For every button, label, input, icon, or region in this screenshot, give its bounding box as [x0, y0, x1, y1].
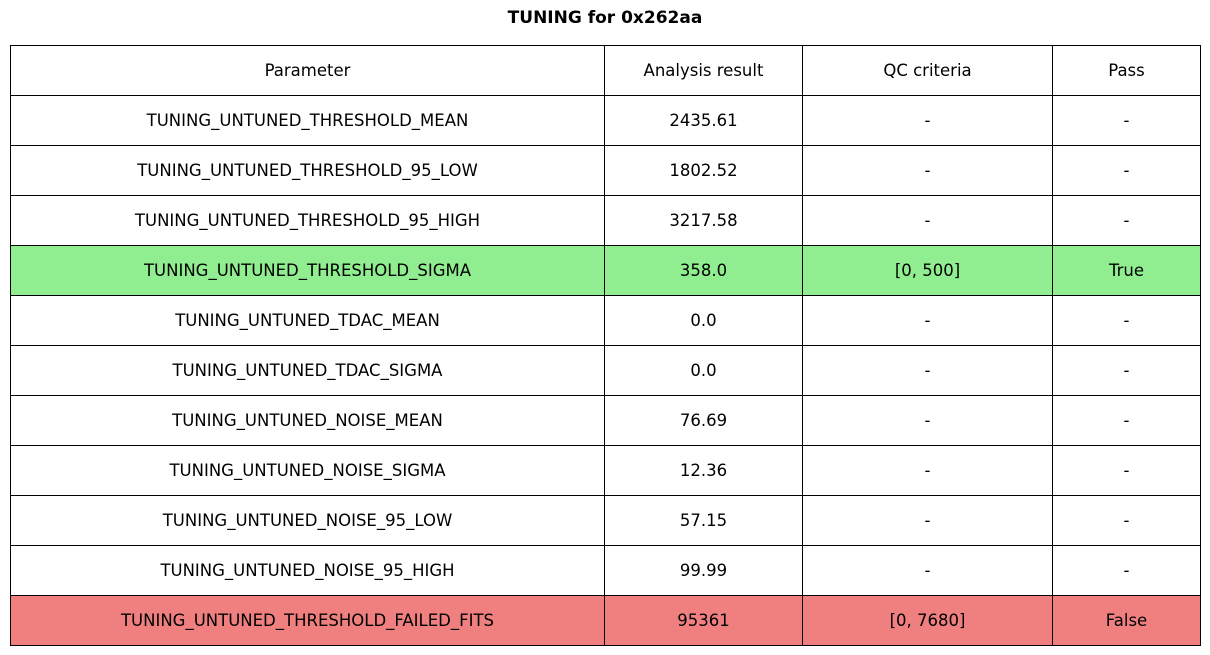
header-row: Parameter Analysis result QC criteria Pass	[10, 45, 1201, 96]
cell-parameter: TUNING_UNTUNED_TDAC_SIGMA	[10, 345, 605, 396]
page-title: TUNING for 0x262aa	[507, 8, 703, 28]
cell-qc-criteria: -	[802, 545, 1053, 596]
cell-parameter: TUNING_UNTUNED_NOISE_95_LOW	[10, 495, 605, 546]
cell-parameter: TUNING_UNTUNED_NOISE_95_HIGH	[10, 545, 605, 596]
cell-pass: -	[1052, 545, 1201, 596]
table-row: TUNING_UNTUNED_TDAC_MEAN 0.0- -	[10, 295, 1201, 346]
cell-qc-criteria: -	[802, 145, 1053, 196]
table-row: TUNING_UNTUNED_NOISE_95_LOW 57.15- -	[10, 495, 1201, 546]
cell-qc-criteria: -	[802, 445, 1053, 496]
cell-qc-criteria: -	[802, 95, 1053, 146]
cell-parameter: TUNING_UNTUNED_NOISE_MEAN	[10, 395, 605, 446]
table-row: TUNING_UNTUNED_NOISE_95_HIGH 99.99- -	[10, 545, 1201, 596]
cell-qc-criteria: [0, 500]	[802, 245, 1053, 296]
cell-pass: -	[1052, 145, 1201, 196]
cell-analysis-result: 76.69	[604, 395, 803, 446]
cell-parameter: TUNING_UNTUNED_THRESHOLD_FAILED_FITS	[10, 595, 605, 646]
cell-pass: -	[1052, 295, 1201, 346]
table-row: TUNING_UNTUNED_THRESHOLD_MEAN 2435.61- -	[10, 95, 1201, 146]
cell-analysis-result: 2435.61	[604, 95, 803, 146]
cell-qc-criteria: -	[802, 495, 1053, 546]
cell-qc-criteria: -	[802, 295, 1053, 346]
cell-analysis-result: 3217.58	[604, 195, 803, 246]
cell-parameter: TUNING_UNTUNED_NOISE_SIGMA	[10, 445, 605, 496]
column-header-analysis-result: Analysis result	[604, 45, 803, 96]
cell-analysis-result: 99.99	[604, 545, 803, 596]
cell-analysis-result: 57.15	[604, 495, 803, 546]
cell-analysis-result: 12.36	[604, 445, 803, 496]
cell-qc-criteria: -	[802, 195, 1053, 246]
cell-parameter: TUNING_UNTUNED_THRESHOLD_95_HIGH	[10, 195, 605, 246]
table-row: TUNING_UNTUNED_THRESHOLD_95_HIGH 3217.58-…	[10, 195, 1201, 246]
cell-pass: -	[1052, 495, 1201, 546]
cell-pass: True	[1052, 245, 1201, 296]
cell-pass: False	[1052, 595, 1201, 646]
cell-pass: -	[1052, 95, 1201, 146]
cell-analysis-result: 95361	[604, 595, 803, 646]
cell-pass: -	[1052, 395, 1201, 446]
cell-parameter: TUNING_UNTUNED_THRESHOLD_95_LOW	[10, 145, 605, 196]
cell-analysis-result: 358.0	[604, 245, 803, 296]
cell-pass: -	[1052, 445, 1201, 496]
table-row: TUNING_UNTUNED_THRESHOLD_SIGMA 358.0 [0, 5…	[10, 245, 1201, 296]
cell-analysis-result: 1802.52	[604, 145, 803, 196]
table-row: TUNING_UNTUNED_THRESHOLD_FAILED_FITS 9536…	[10, 595, 1201, 646]
table-row: TUNING_UNTUNED_THRESHOLD_95_LOW 1802.52- -	[10, 145, 1201, 196]
cell-analysis-result: 0.0	[604, 295, 803, 346]
cell-parameter: TUNING_UNTUNED_THRESHOLD_MEAN	[10, 95, 605, 146]
column-header-pass: Pass	[1052, 45, 1201, 96]
cell-qc-criteria: [0, 7680]	[802, 595, 1053, 646]
cell-qc-criteria: -	[802, 395, 1053, 446]
cell-parameter: TUNING_UNTUNED_THRESHOLD_SIGMA	[10, 245, 605, 296]
column-header-parameter: Parameter	[10, 45, 605, 96]
qc-table: Parameter Analysis result QC criteria Pass …	[10, 45, 1201, 646]
cell-pass: -	[1052, 345, 1201, 396]
cell-qc-criteria: -	[802, 345, 1053, 396]
table-row: TUNING_UNTUNED_NOISE_MEAN 76.69- -	[10, 395, 1201, 446]
cell-pass: -	[1052, 195, 1201, 246]
table-body: TUNING_UNTUNED_THRESHOLD_MEAN 2435.61- - TU…	[10, 95, 1201, 646]
cell-analysis-result: 0.0	[604, 345, 803, 396]
cell-parameter: TUNING_UNTUNED_TDAC_MEAN	[10, 295, 605, 346]
column-header-qc-criteria: QC criteria	[802, 45, 1053, 96]
table-row: TUNING_UNTUNED_TDAC_SIGMA 0.0- -	[10, 345, 1201, 396]
table-row: TUNING_UNTUNED_NOISE_SIGMA 12.36- -	[10, 445, 1201, 496]
